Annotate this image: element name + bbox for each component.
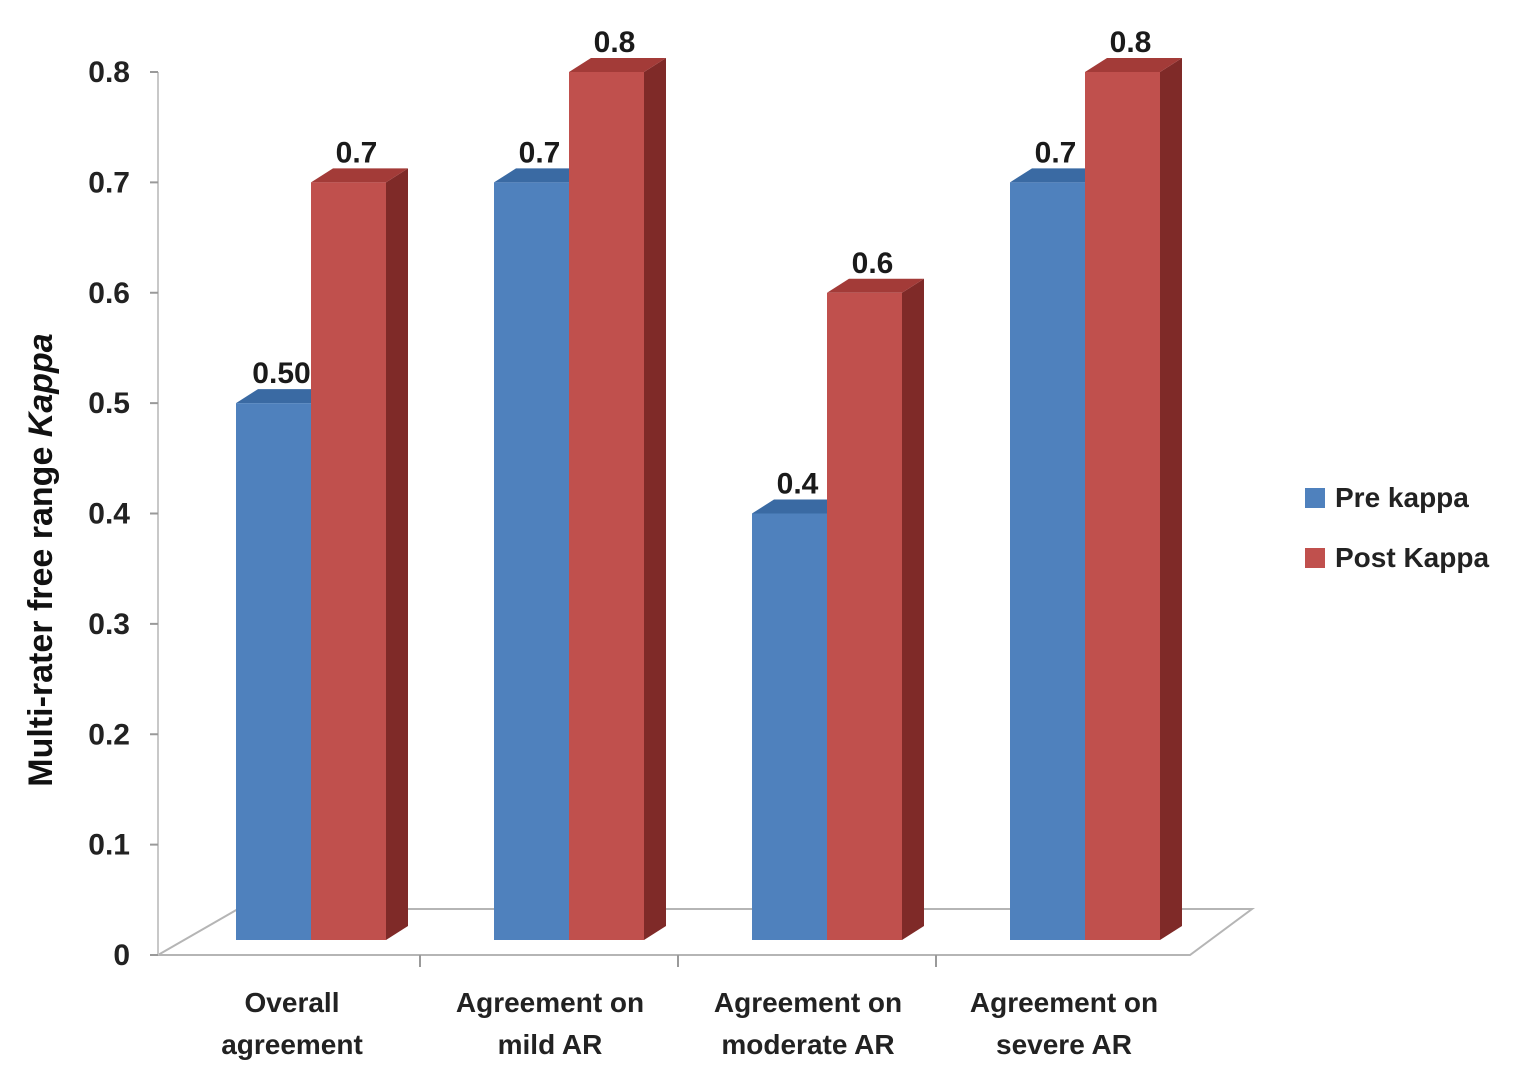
bar-post-1 — [569, 58, 666, 940]
bar-front-face — [236, 403, 311, 940]
bar-top-face — [1010, 168, 1107, 183]
y-tick-label: 0.2 — [88, 718, 130, 751]
bar-side-face — [1160, 58, 1182, 940]
bar-front-face — [1010, 182, 1085, 940]
bar-top-face — [752, 499, 849, 514]
bar-front-face — [1085, 72, 1160, 940]
bar-post-2 — [827, 278, 924, 940]
bars — [236, 58, 1182, 940]
data-label: 0.6 — [852, 247, 894, 280]
legend-item-pre: Pre kappa — [1305, 482, 1469, 513]
legend-label: Pre kappa — [1335, 482, 1469, 513]
legend: Pre kappa Post Kappa — [1305, 482, 1489, 573]
x-category-label: Agreement on moderate AR — [714, 987, 902, 1060]
data-label: 0.7 — [519, 136, 561, 169]
data-label: 0.8 — [594, 26, 636, 59]
bar-front-face — [827, 292, 902, 940]
data-label: 0.7 — [1035, 136, 1077, 169]
x-axis-categories: Overall agreement Agreement on mild AR Agree… — [221, 987, 1158, 1060]
data-label: 0.50 — [252, 357, 310, 390]
y-tick-label: 0.8 — [88, 56, 130, 89]
bar-top-face — [494, 168, 591, 183]
y-tick-label: 0 — [113, 939, 130, 972]
bar-post-0 — [311, 168, 408, 940]
legend-item-post: Post Kappa — [1305, 542, 1489, 573]
x-category-label: Overall agreement — [221, 987, 363, 1060]
data-labels: 0.50 0.7 0.7 0.8 0.4 0.6 0.7 0.8 — [252, 26, 1151, 501]
y-tick-label: 0.5 — [88, 387, 130, 420]
y-tick-label: 0.4 — [88, 498, 130, 531]
y-tick-label: 0.3 — [88, 608, 130, 641]
bar-front-face — [311, 182, 386, 940]
y-tick-label: 0.1 — [88, 829, 130, 862]
floor-plane — [154, 908, 1256, 956]
bar-side-face — [902, 278, 924, 940]
bar-front-face — [569, 72, 644, 940]
y-axis-title-text: Multi-rater free range Kappa — [22, 333, 60, 786]
x-category-label: Agreement on severe AR — [970, 987, 1158, 1060]
bar-front-face — [494, 182, 569, 940]
data-label: 0.4 — [777, 468, 819, 501]
legend-swatch — [1305, 548, 1325, 568]
y-tick-label: 0.6 — [88, 277, 130, 310]
y-axis: 0 0.1 0.2 0.3 0.4 0.5 0.6 0.7 0.8 — [88, 56, 158, 972]
legend-swatch — [1305, 488, 1325, 508]
bar-side-face — [386, 168, 408, 940]
legend-label: Post Kappa — [1335, 542, 1489, 573]
bar-front-face — [752, 513, 827, 940]
y-axis-title: Multi-rater free range Kappa — [22, 333, 60, 786]
bar-top-face — [1085, 58, 1182, 72]
bar-top-face — [827, 278, 924, 293]
bar-side-face — [644, 58, 666, 940]
data-label: 0.7 — [336, 136, 378, 169]
x-category-label: Agreement on mild AR — [456, 987, 644, 1060]
bar-top-face — [569, 58, 666, 72]
y-tick-label: 0.7 — [88, 166, 130, 199]
bar-top-face — [236, 389, 333, 404]
bar-top-face — [311, 168, 408, 183]
data-label: 0.8 — [1110, 26, 1152, 59]
bar-post-3 — [1085, 58, 1182, 940]
